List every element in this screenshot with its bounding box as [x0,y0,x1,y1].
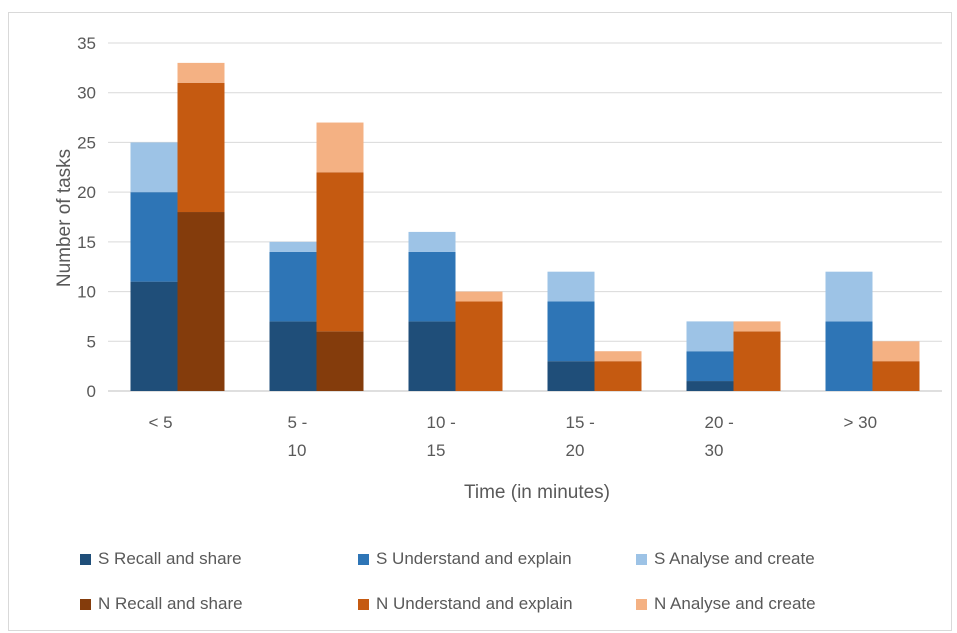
x-tick-label: < 5 [149,413,173,432]
y-tick-label: 0 [87,382,96,401]
bar-segment [316,172,364,332]
y-tick-label: 5 [87,332,96,351]
legend-swatch [80,598,91,610]
bar-segment [733,331,781,391]
bar-segment [130,281,178,391]
x-tick-label: 10 [288,441,307,460]
bar-segment [686,381,734,391]
legend-item: N Understand and explain [358,594,573,614]
legend-item: S Understand and explain [358,549,572,569]
bar-segment [872,341,920,362]
legend-label: S Understand and explain [376,549,572,568]
bars [130,62,920,391]
bar-segment [455,291,503,302]
bar-segment [825,271,873,322]
bar-segment [177,82,225,213]
legend-swatch [636,598,647,610]
bar-segment [408,321,456,391]
bar-segment [130,142,178,193]
bar-segment [872,361,920,391]
y-tick-label: 30 [77,84,96,103]
x-tick-label: > 30 [844,413,878,432]
y-axis-title: Number of tasks [54,149,75,287]
legend-swatch [636,553,647,565]
y-tick-label: 10 [77,283,96,302]
y-tick-label: 15 [77,233,96,252]
x-axis-ticks: < 5 5 - 10 10 - 15 15 - 20 20 - 30 > 30 [149,413,878,460]
bar-segment [408,231,456,252]
legend-label: N Analyse and create [654,594,816,613]
bar-segment [269,321,317,391]
bar-segment [177,212,225,391]
y-tick-label: 20 [77,183,96,202]
y-tick-label: 35 [77,34,96,53]
legend-swatch [358,598,369,610]
bar-segment [269,241,317,252]
bar-segment [455,301,503,391]
x-tick-label: 10 - [427,413,456,432]
legend-item: N Recall and share [80,594,243,614]
y-tick-label: 25 [77,133,96,152]
bar-segment [594,351,642,362]
bar-segment [733,321,781,332]
bar-segment [547,301,595,362]
x-axis-title: Time (in minutes) [464,482,610,503]
bar-segment [686,351,734,382]
legend-swatch [358,553,369,565]
x-tick-label: 20 - [705,413,734,432]
bar-segment [316,331,364,391]
bar-segment [825,321,873,391]
bar-segment [316,122,364,173]
legend-item: N Analyse and create [636,594,816,614]
bar-segment [547,361,595,391]
x-tick-label: 20 [566,441,585,460]
legend-swatch [80,553,91,565]
legend: S Recall and share S Understand and expla… [80,545,900,625]
bar-segment [594,361,642,391]
bar-segment [177,62,225,83]
legend-label: N Recall and share [98,594,243,613]
x-tick-label: 5 - [288,413,308,432]
bar-segment [408,251,456,322]
bar-segment [547,271,595,302]
gridlines [108,42,942,392]
legend-label: S Analyse and create [654,549,815,568]
x-tick-label: 15 [427,441,446,460]
legend-item: S Recall and share [80,549,242,569]
x-tick-label: 15 - [566,413,595,432]
legend-label: S Recall and share [98,549,242,568]
bar-segment [686,321,734,352]
legend-label: N Understand and explain [376,594,573,613]
legend-item: S Analyse and create [636,549,815,569]
bar-segment [130,192,178,282]
y-axis-ticks: 0 5 10 15 20 25 30 35 [77,34,96,401]
x-tick-label: 30 [705,441,724,460]
bar-segment [269,251,317,322]
